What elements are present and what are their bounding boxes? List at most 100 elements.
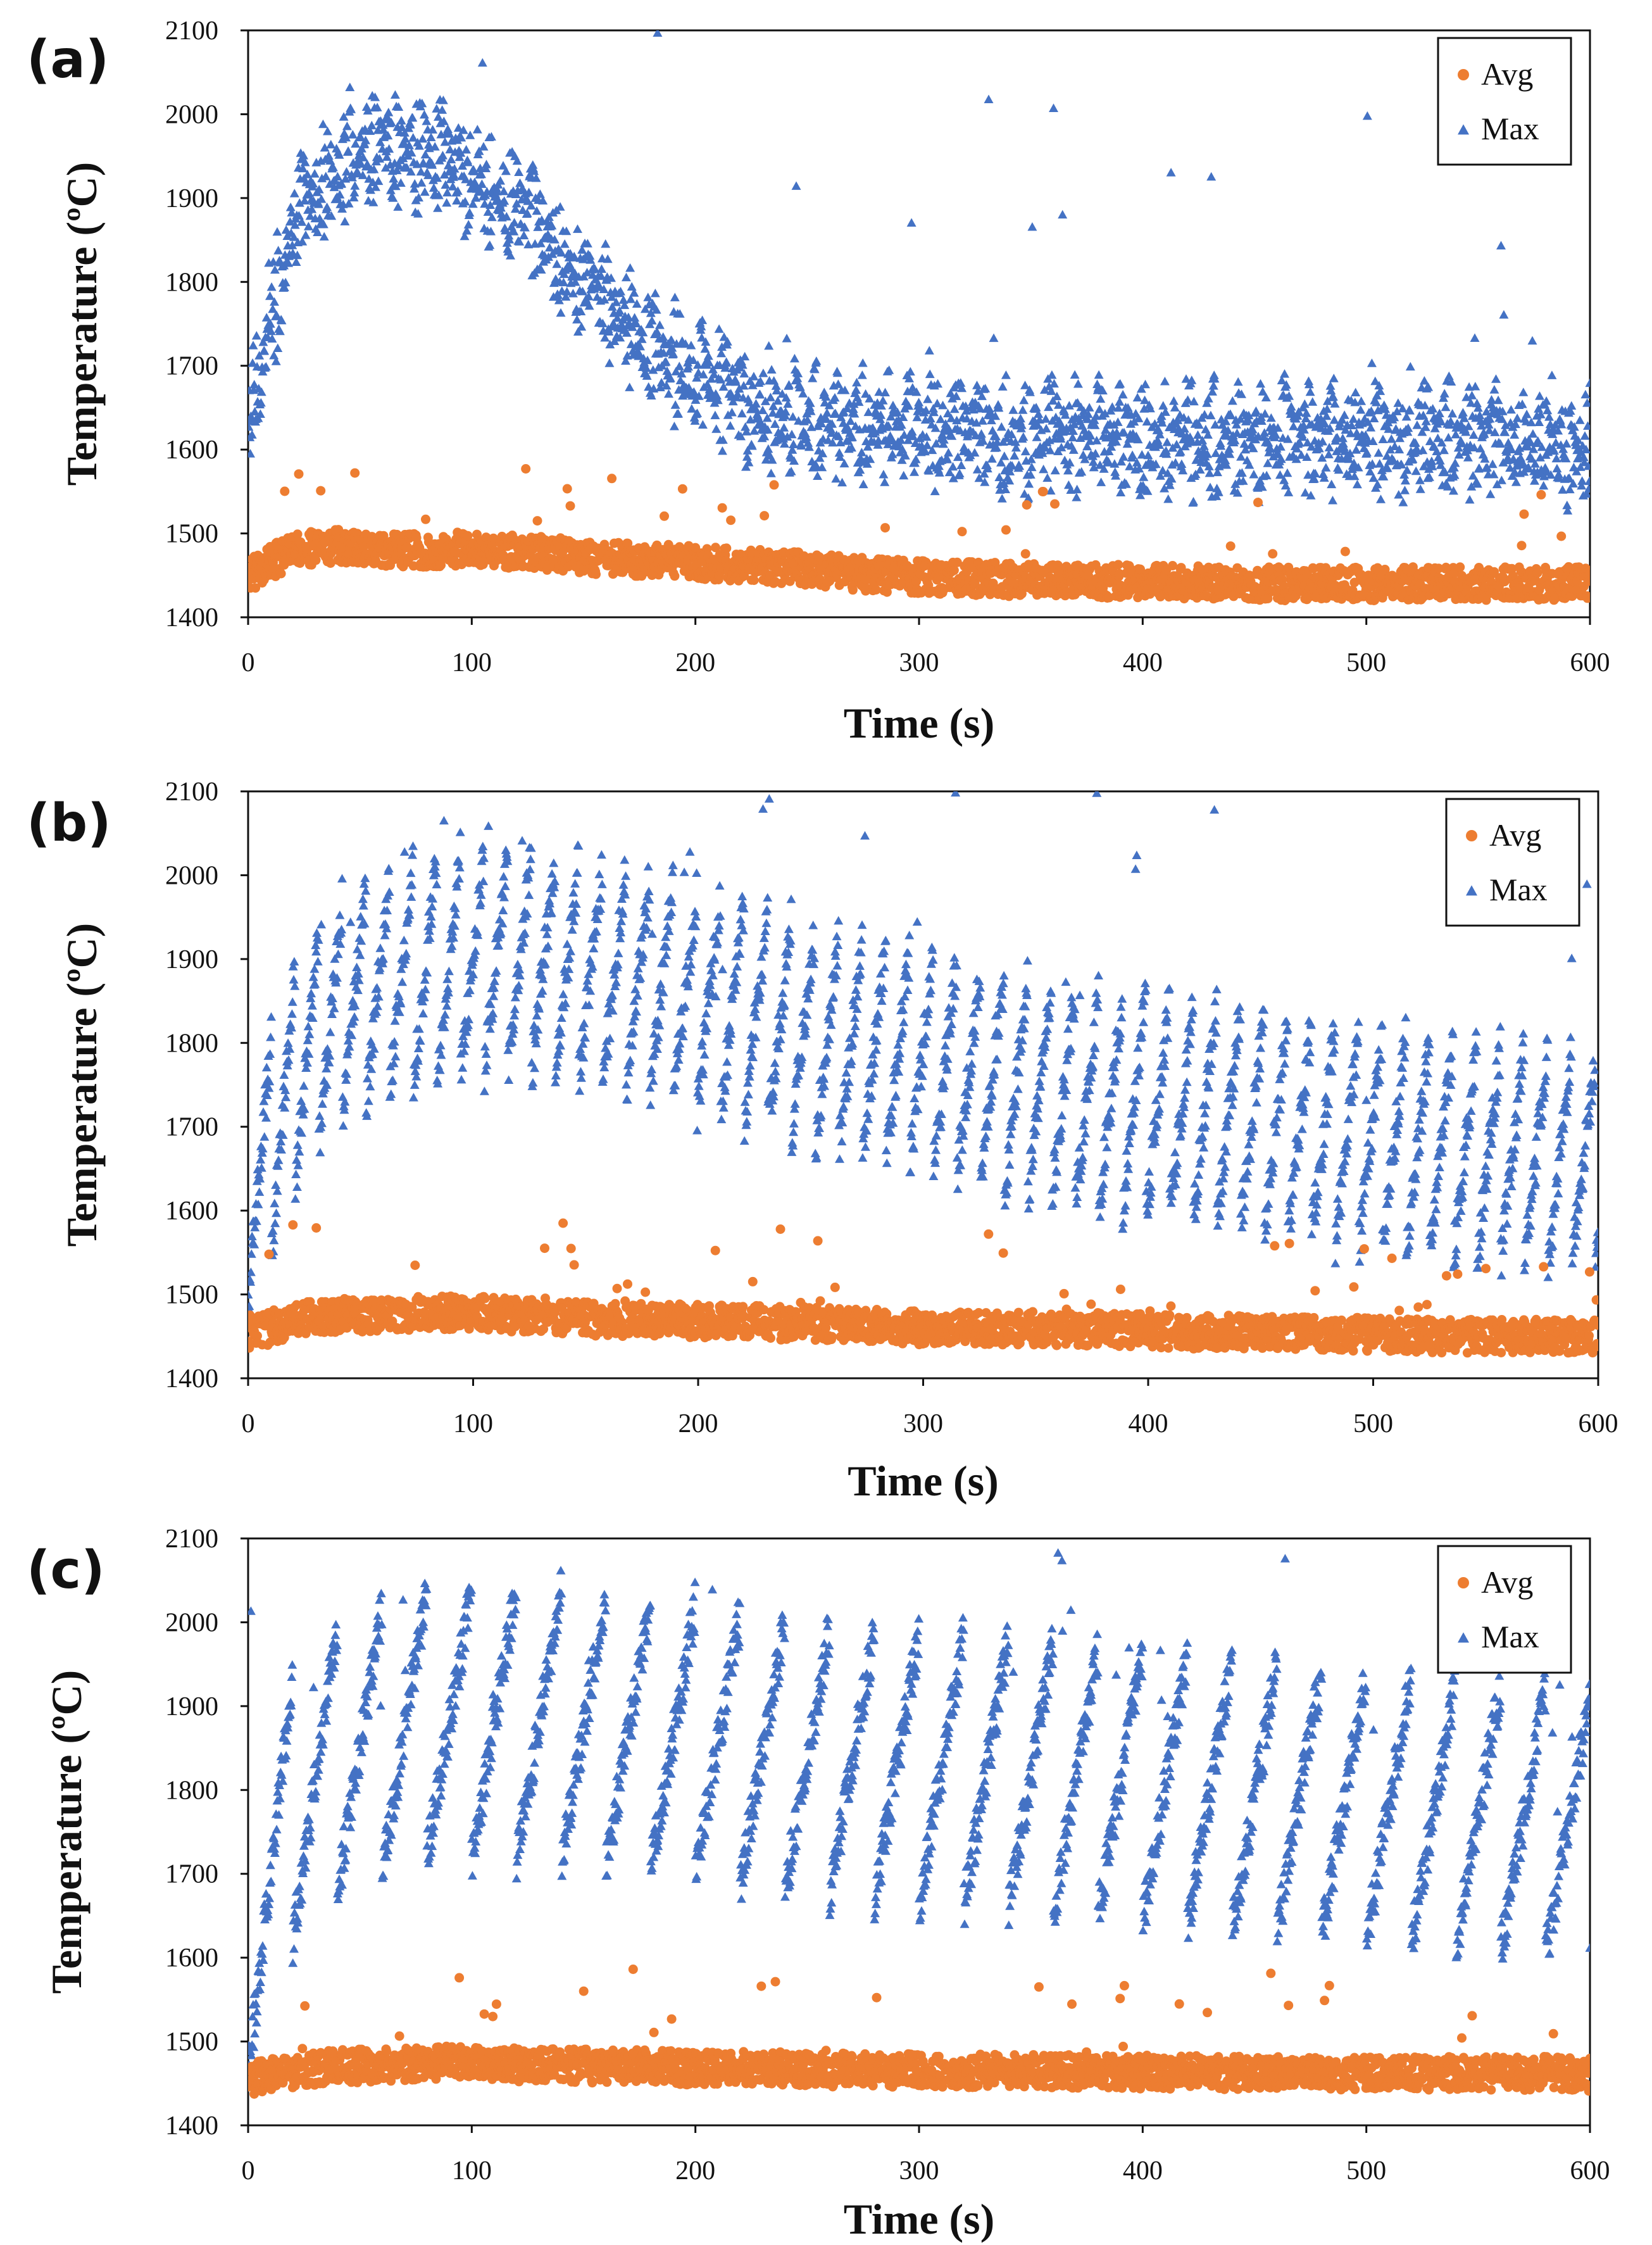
max-point xyxy=(604,327,614,336)
max-point xyxy=(857,370,867,379)
max-point xyxy=(432,104,442,113)
max-point xyxy=(1232,428,1242,437)
max-point xyxy=(954,468,965,477)
max-point xyxy=(767,365,777,374)
max-point xyxy=(1007,461,1017,470)
avg-point xyxy=(949,565,959,575)
max-point xyxy=(1334,465,1344,474)
avg-point xyxy=(1434,563,1444,574)
max-point xyxy=(1209,370,1219,379)
max-point xyxy=(1427,462,1437,470)
max-point xyxy=(439,116,449,125)
max-point xyxy=(1157,418,1167,427)
max-point xyxy=(362,159,372,168)
max-point xyxy=(390,1016,400,1025)
max-point xyxy=(861,389,871,398)
max-point xyxy=(1289,422,1299,431)
max-point xyxy=(372,983,382,992)
max-point xyxy=(1275,442,1286,451)
max-point xyxy=(1226,410,1236,420)
max-point xyxy=(924,466,934,475)
max-point xyxy=(340,1097,350,1106)
max-point xyxy=(932,398,942,408)
max-point xyxy=(356,936,366,945)
max-point xyxy=(787,429,797,439)
max-point xyxy=(851,385,861,394)
max-point xyxy=(1091,449,1101,458)
avg-point xyxy=(316,486,326,496)
avg-point xyxy=(663,539,673,550)
max-point xyxy=(1449,463,1459,472)
max-point xyxy=(1384,424,1394,433)
max-point xyxy=(956,460,967,469)
max-point xyxy=(294,198,304,207)
max-point xyxy=(1001,433,1011,443)
avg-point xyxy=(292,529,303,539)
max-point xyxy=(1155,440,1164,449)
max-point xyxy=(569,251,579,261)
max-point xyxy=(1069,419,1079,429)
max-point xyxy=(832,368,842,377)
max-point xyxy=(335,939,346,948)
max-point xyxy=(1491,374,1501,383)
max-point xyxy=(611,298,621,306)
max-point xyxy=(874,387,884,396)
max-point xyxy=(1008,405,1018,414)
max-point xyxy=(423,170,434,179)
max-point xyxy=(254,351,265,360)
max-point xyxy=(391,181,401,191)
avg-point xyxy=(276,569,286,579)
avg-point xyxy=(769,480,779,490)
max-point xyxy=(692,373,702,382)
max-point xyxy=(687,404,697,413)
max-point xyxy=(827,428,837,437)
max-point xyxy=(622,328,632,337)
max-point xyxy=(942,455,953,463)
max-point xyxy=(265,1076,275,1086)
max-point xyxy=(651,305,661,314)
max-point xyxy=(316,194,327,203)
max-point xyxy=(896,420,906,429)
max-point xyxy=(975,404,986,413)
max-point xyxy=(268,1226,278,1235)
max-point xyxy=(720,363,730,372)
max-point xyxy=(984,94,994,103)
max-point xyxy=(798,389,808,398)
max-point xyxy=(1526,417,1536,427)
max-point xyxy=(420,975,430,984)
max-point xyxy=(360,873,370,883)
max-point xyxy=(266,1032,276,1041)
max-point xyxy=(631,318,641,327)
max-point xyxy=(758,405,768,415)
max-point xyxy=(284,258,294,267)
max-point xyxy=(718,435,728,444)
max-point xyxy=(311,940,321,950)
max-point xyxy=(353,985,363,995)
max-point xyxy=(471,193,481,202)
max-point xyxy=(386,117,396,127)
max-point xyxy=(410,184,419,193)
max-point xyxy=(375,963,385,972)
max-point xyxy=(323,127,332,135)
max-point xyxy=(597,264,606,273)
max-point xyxy=(1353,463,1363,472)
max-point xyxy=(896,435,906,444)
max-point xyxy=(327,1009,337,1018)
max-point xyxy=(384,144,394,153)
max-point xyxy=(248,358,258,367)
max-point xyxy=(582,239,592,248)
max-point xyxy=(338,1121,348,1130)
max-point xyxy=(1529,444,1539,453)
avg-point xyxy=(1556,531,1567,541)
max-point xyxy=(1281,380,1291,389)
max-point xyxy=(978,436,988,445)
max-point xyxy=(1518,458,1528,467)
max-point xyxy=(596,271,606,280)
max-point xyxy=(260,346,270,355)
max-point xyxy=(1163,494,1173,503)
max-point xyxy=(291,257,301,266)
max-point xyxy=(716,348,727,358)
max-point xyxy=(906,218,917,227)
max-point xyxy=(1010,451,1020,460)
max-point xyxy=(293,1160,303,1169)
